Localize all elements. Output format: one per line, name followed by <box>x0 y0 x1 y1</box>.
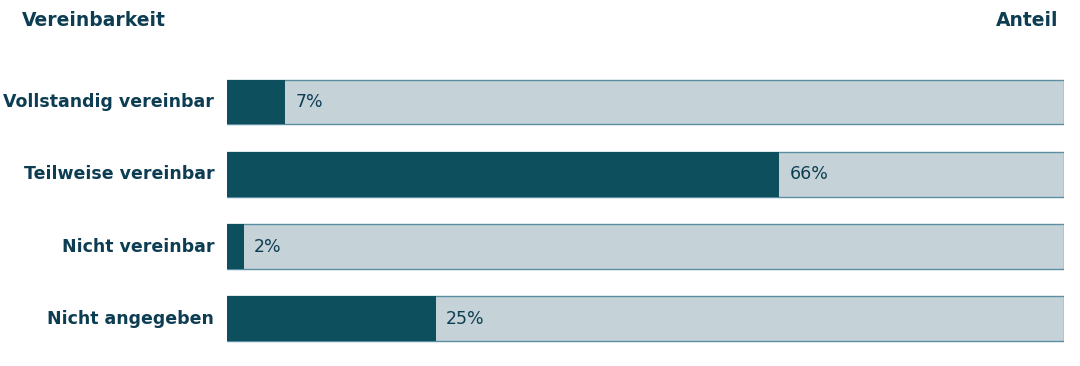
Bar <box>227 152 1064 197</box>
Bar <box>227 152 780 197</box>
Text: Teilweise vereinbar: Teilweise vereinbar <box>24 165 214 183</box>
Text: 7%: 7% <box>296 93 323 111</box>
Bar <box>227 296 436 341</box>
Text: Vereinbarkeit: Vereinbarkeit <box>22 11 165 30</box>
Text: Nicht angegeben: Nicht angegeben <box>48 310 214 328</box>
Text: Anteil: Anteil <box>996 11 1058 30</box>
Bar <box>227 224 1064 269</box>
Bar <box>227 296 1064 341</box>
Text: Nicht vereinbar: Nicht vereinbar <box>62 238 214 255</box>
Text: 2%: 2% <box>254 238 281 255</box>
Text: Vollstandig vereinbar: Vollstandig vereinbar <box>3 93 214 111</box>
Bar <box>227 80 285 124</box>
Bar <box>227 80 1064 124</box>
Text: 25%: 25% <box>446 310 485 328</box>
Bar <box>227 224 244 269</box>
Text: 66%: 66% <box>789 165 828 183</box>
